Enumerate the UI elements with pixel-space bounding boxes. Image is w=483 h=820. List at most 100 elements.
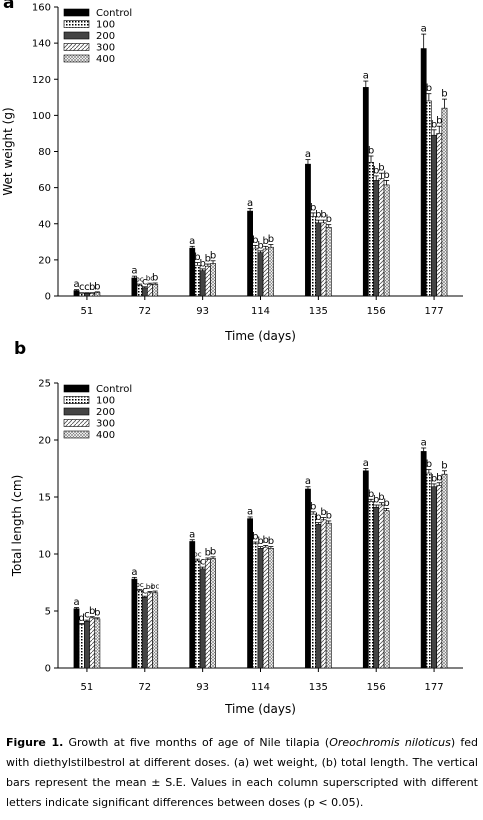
bar: [189, 541, 196, 669]
x-axis-title: Time (days): [224, 329, 296, 343]
bar: [383, 184, 390, 297]
significance-letter: b: [263, 535, 269, 546]
bar: [257, 547, 264, 669]
significance-letter: c: [84, 610, 90, 621]
legend-label: 400: [96, 54, 115, 65]
bar: [262, 546, 269, 669]
bar: [204, 265, 211, 297]
bar: [310, 216, 317, 297]
x-tick-label: 156: [367, 682, 386, 693]
bar: [441, 107, 448, 297]
significance-letter: b: [252, 532, 258, 543]
significance-letter: b: [263, 236, 269, 247]
significance-letter: a: [421, 437, 427, 448]
bar: [368, 162, 374, 297]
x-tick-label: 51: [81, 682, 94, 693]
bar: [262, 248, 269, 297]
bar: [325, 227, 332, 297]
bar: [305, 163, 311, 297]
x-tick-label: 135: [309, 682, 328, 693]
x-tick-label: 72: [138, 682, 151, 693]
bar: [420, 451, 427, 669]
bar: [315, 222, 322, 297]
significance-letter: b: [378, 492, 384, 503]
bar: [441, 473, 448, 669]
bar: [78, 624, 85, 669]
legend-label: 100: [96, 396, 115, 407]
x-tick-label: 51: [81, 306, 94, 317]
panel-label: a: [3, 0, 14, 13]
significance-letter: c: [142, 586, 148, 597]
significance-letter: b: [383, 170, 389, 181]
bar: [436, 133, 443, 297]
significance-letter: b: [210, 546, 216, 557]
significance-letter: b: [94, 281, 100, 292]
significance-letter: b: [205, 547, 211, 558]
significance-letter: d: [79, 613, 85, 624]
bar: [378, 178, 385, 297]
significance-letter: b: [315, 512, 321, 523]
significance-letter: b: [320, 507, 326, 518]
bar: [194, 264, 201, 297]
bar: [152, 592, 159, 669]
y-tick-label: 0: [45, 292, 51, 303]
significance-letter: b: [315, 210, 321, 221]
legend-swatch: [63, 31, 90, 40]
significance-letter: bc: [146, 583, 154, 591]
significance-letter: b: [89, 282, 95, 293]
legend-swatch: [63, 54, 90, 63]
y-tick-label: 10: [38, 550, 51, 561]
significance-letter: b: [320, 210, 326, 221]
significance-letter: b: [326, 214, 332, 225]
legend-swatch: [63, 419, 90, 427]
significance-letter: b: [257, 536, 263, 547]
significance-letter: b: [431, 119, 437, 130]
y-tick-label: 25: [38, 379, 51, 390]
bar: [199, 270, 206, 297]
bar: [210, 558, 216, 669]
significance-letter: c: [79, 282, 85, 293]
legend-label: 400: [96, 430, 115, 441]
y-tick-label: 0: [45, 664, 51, 675]
legend-label: 300: [96, 43, 115, 54]
legend-label: 100: [96, 20, 115, 31]
bar: [320, 222, 327, 297]
legend-label: Control: [96, 8, 132, 19]
x-tick-label: 177: [425, 682, 444, 693]
y-tick-label: 120: [32, 75, 51, 86]
x-tick-label: 135: [309, 306, 328, 317]
significance-letter: b: [431, 473, 437, 484]
significance-letter: b: [210, 250, 216, 261]
significance-letter: b: [310, 202, 316, 213]
y-axis-title: Wet weight (g): [1, 107, 15, 195]
bar: [362, 87, 369, 297]
bar: [305, 488, 311, 669]
caption-figure-label: Figure 1.: [6, 736, 64, 749]
x-tick-label: 156: [367, 306, 386, 317]
y-tick-label: 160: [32, 3, 51, 14]
legend-swatch: [63, 396, 90, 404]
x-tick-label: 177: [425, 306, 444, 317]
panel-label: b: [14, 339, 26, 359]
y-tick-label: 80: [38, 147, 51, 158]
bar: [136, 590, 143, 669]
bar: [194, 560, 201, 669]
bar: [267, 547, 274, 669]
y-tick-label: 20: [38, 436, 51, 447]
y-tick-label: 100: [32, 111, 51, 122]
significance-letter: bc: [135, 276, 143, 284]
significance-letter: a: [305, 476, 311, 487]
significance-letter: b: [205, 254, 211, 265]
x-axis-title: Time (days): [224, 702, 296, 716]
legend-swatch: [63, 20, 90, 28]
bar: [431, 486, 437, 669]
significance-letter: a: [73, 597, 79, 608]
significance-letter: a: [305, 149, 311, 160]
y-tick-label: 140: [32, 39, 51, 50]
significance-letter: b: [268, 536, 274, 547]
significance-letter: b: [310, 501, 316, 512]
